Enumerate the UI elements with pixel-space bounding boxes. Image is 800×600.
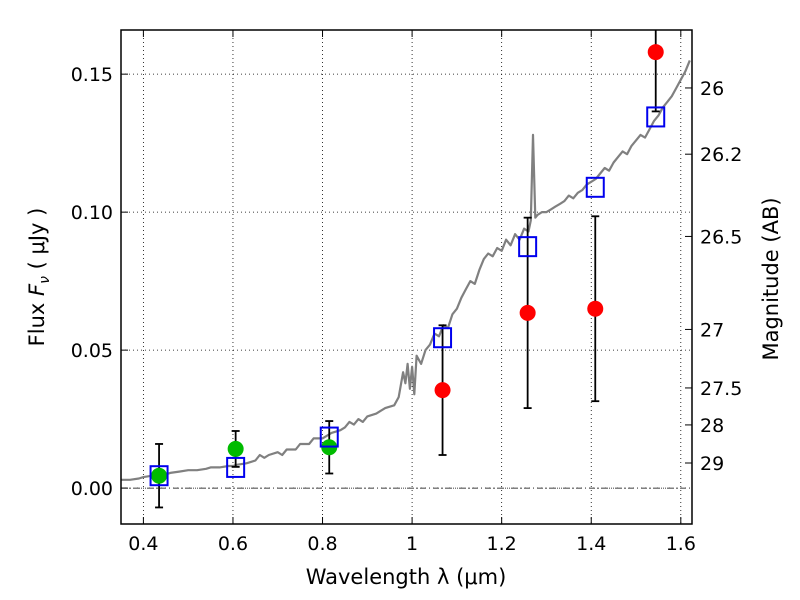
y-axis-label-subscript: ν [37,276,53,284]
secondary-y-tick-label: 28 [700,415,724,437]
x-tick-label: 1.2 [487,533,517,555]
data-point [587,300,604,317]
data-point [227,440,244,457]
model-flux-square [149,465,169,487]
x-tick-label: 1 [406,533,418,555]
plot-area-background [121,30,692,524]
series-layer [121,30,691,509]
y-axis-label-prefix: Flux [25,296,49,346]
secondary-y-tick-label: 29 [700,453,724,475]
model-flux-square [585,176,605,198]
y-axis-label-unit: ( μJy ) [25,208,49,276]
y-tick-label: 0.05 [71,340,113,362]
data-point [647,44,664,61]
model-flux-square [319,426,339,448]
tick-marks [121,30,692,524]
secondary-y-tick-label: 27 [700,319,724,341]
y-tick-label: 0.10 [71,202,113,224]
x-tick-label: 0.8 [307,533,337,555]
x-tick-label: 0.4 [128,533,158,555]
model-flux-square [646,106,666,128]
x-tick-label: 1.4 [576,533,606,555]
y-axis-label-symbol: F [25,283,49,296]
model-flux-square [433,327,453,349]
plot-frame [120,29,693,525]
secondary-y-tick-label: 27.5 [700,378,742,400]
x-tick-label: 1.6 [666,533,696,555]
data-point [519,304,536,321]
model-spectrum-line [121,59,691,481]
y-tick-label: 0.15 [71,64,113,86]
secondary-y-axis-label: Magnitude (AB) [759,197,783,360]
y-axis-label: Flux Fν ( μJy ) [25,208,53,347]
model-flux-square [518,236,538,258]
y-tick-label: 0.00 [71,478,113,500]
data-point [434,382,451,399]
data-point [151,467,168,484]
secondary-y-tick-label: 26.5 [700,226,742,248]
x-axis-label: Wavelength λ (μm) [306,565,507,589]
secondary-y-tick-label: 26 [700,78,724,100]
model-flux-square [226,456,246,478]
secondary-y-tick-label: 26.2 [700,144,742,166]
x-tick-label: 0.6 [218,533,248,555]
